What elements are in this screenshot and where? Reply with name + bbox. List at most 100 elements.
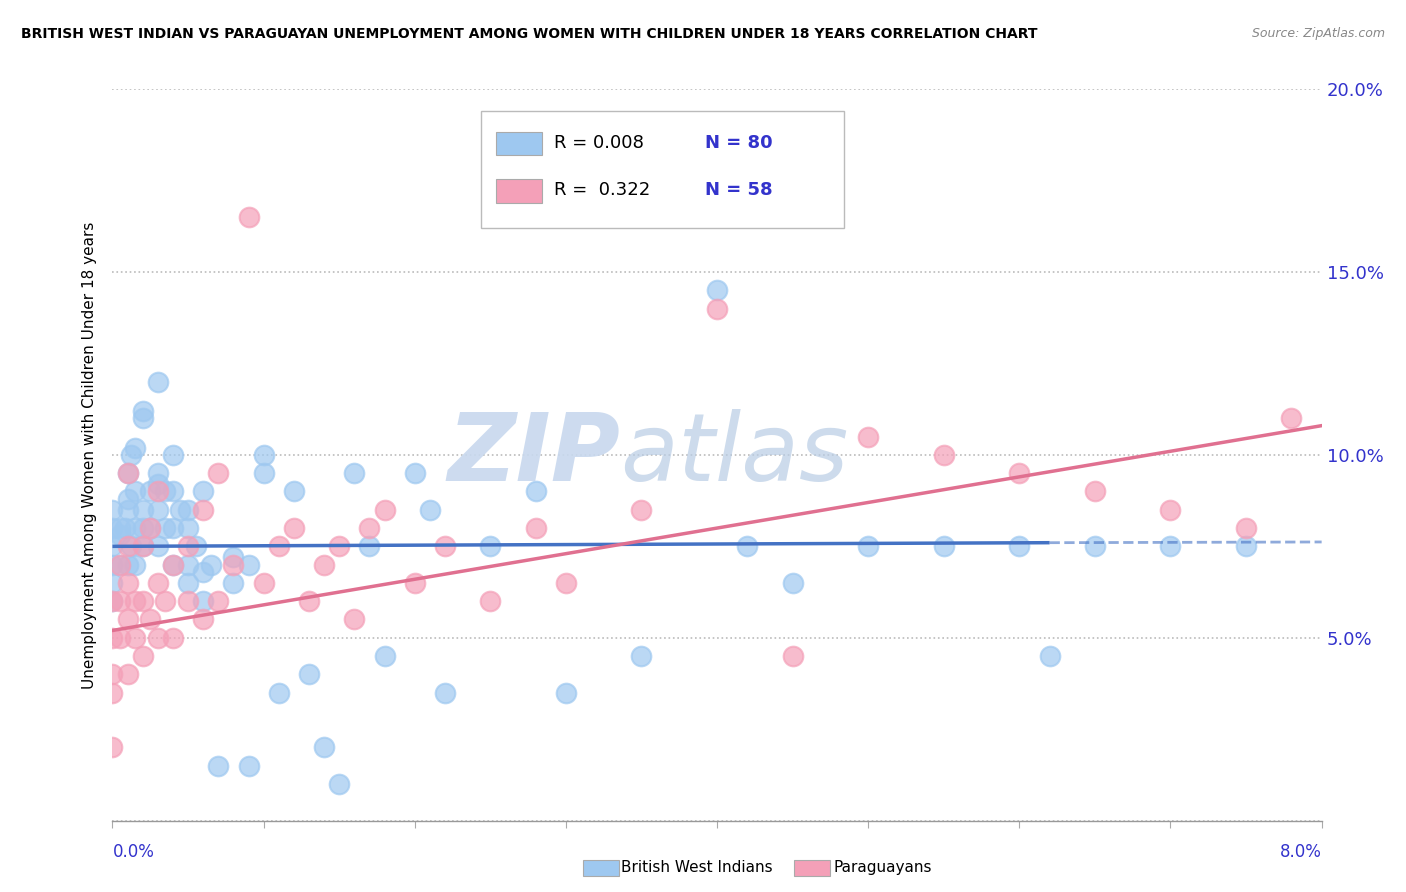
Point: [155, 521, 177, 535]
Point: [162, 521, 184, 535]
Point: [191, 613, 214, 627]
Point: [200, 558, 222, 572]
Point: [132, 521, 155, 535]
Point: [132, 594, 155, 608]
Text: R = 0.008: R = 0.008: [554, 134, 644, 152]
Point: [312, 740, 335, 755]
Point: [101, 740, 124, 755]
Point: [108, 594, 131, 608]
Point: [184, 539, 207, 553]
Point: [108, 528, 131, 542]
Text: atlas: atlas: [620, 409, 849, 500]
Text: R =  0.322: R = 0.322: [554, 181, 650, 199]
Point: [139, 484, 162, 499]
Point: [162, 558, 184, 572]
Point: [117, 539, 139, 553]
Point: [162, 558, 184, 572]
Text: ZIP: ZIP: [447, 409, 620, 501]
Point: [238, 758, 260, 772]
Point: [108, 631, 131, 645]
Point: [101, 539, 124, 553]
Point: [359, 521, 381, 535]
Point: [404, 576, 426, 591]
Point: [298, 667, 321, 681]
Point: [856, 539, 880, 553]
Point: [1084, 539, 1107, 553]
Point: [101, 631, 124, 645]
Point: [177, 576, 200, 591]
Point: [479, 539, 502, 553]
Point: [117, 466, 139, 480]
Point: [146, 503, 169, 517]
Point: [120, 448, 142, 462]
Point: [101, 594, 124, 608]
Point: [1038, 649, 1062, 664]
Point: [267, 686, 290, 700]
Point: [101, 594, 124, 608]
Point: [222, 550, 245, 565]
Point: [139, 613, 162, 627]
Point: [177, 594, 200, 608]
Point: [101, 667, 124, 681]
Point: [1008, 466, 1031, 480]
Point: [155, 594, 177, 608]
Point: [630, 649, 652, 664]
FancyBboxPatch shape: [481, 112, 844, 228]
Point: [932, 448, 955, 462]
FancyBboxPatch shape: [496, 179, 541, 202]
Point: [1159, 539, 1181, 553]
Point: [132, 503, 155, 517]
Point: [374, 503, 396, 517]
Point: [222, 576, 245, 591]
Point: [1279, 411, 1302, 425]
Point: [120, 539, 142, 553]
Point: [253, 448, 276, 462]
Point: [117, 667, 139, 681]
Point: [162, 448, 184, 462]
Point: [283, 521, 305, 535]
Point: [434, 539, 457, 553]
Point: [146, 539, 169, 553]
Point: [146, 484, 169, 499]
Point: [162, 484, 184, 499]
Point: [524, 521, 547, 535]
Point: [146, 466, 169, 480]
Point: [782, 576, 804, 591]
Point: [124, 594, 146, 608]
Point: [479, 594, 502, 608]
Point: [132, 649, 155, 664]
Point: [434, 686, 457, 700]
Text: 0.0%: 0.0%: [112, 843, 155, 861]
Point: [343, 466, 366, 480]
Point: [124, 521, 146, 535]
Point: [177, 521, 200, 535]
Point: [101, 521, 124, 535]
Point: [132, 539, 155, 553]
Point: [630, 503, 652, 517]
Point: [177, 539, 200, 553]
Point: [101, 686, 124, 700]
Point: [1234, 521, 1257, 535]
Y-axis label: Unemployment Among Women with Children Under 18 years: Unemployment Among Women with Children U…: [82, 221, 97, 689]
Point: [101, 576, 124, 591]
Point: [554, 686, 576, 700]
Point: [419, 503, 441, 517]
Point: [706, 284, 728, 298]
Point: [1008, 539, 1031, 553]
Point: [191, 503, 214, 517]
Point: [117, 558, 139, 572]
Point: [253, 466, 276, 480]
Point: [132, 411, 155, 425]
Text: N = 58: N = 58: [704, 181, 772, 199]
Point: [207, 466, 229, 480]
Text: British West Indians: British West Indians: [621, 861, 773, 875]
Point: [782, 649, 804, 664]
Point: [146, 631, 169, 645]
Point: [108, 558, 131, 572]
Point: [207, 594, 229, 608]
Point: [124, 441, 146, 455]
Point: [238, 211, 260, 225]
Point: [117, 576, 139, 591]
Point: [267, 539, 290, 553]
Point: [298, 594, 321, 608]
